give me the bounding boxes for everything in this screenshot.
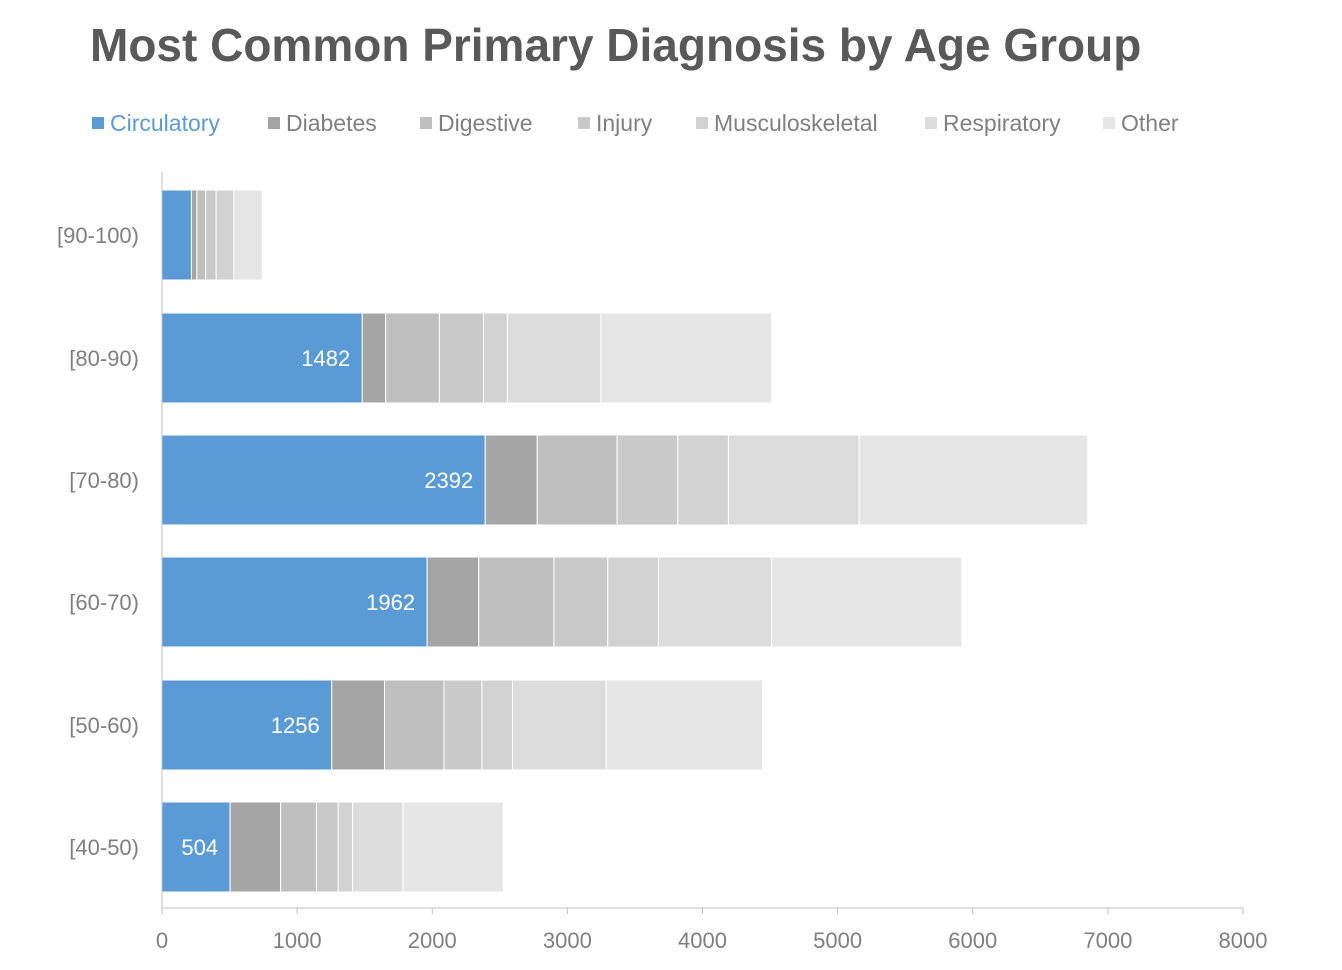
y-tick-label: [80-90) (69, 346, 139, 371)
bar-injury-1 (443, 679, 483, 771)
legend-swatch (696, 117, 708, 129)
bar-diabetes-1 (331, 679, 386, 771)
bar-injury-0 (315, 801, 339, 893)
bar-digestive-5 (196, 189, 207, 281)
bar-other-2 (771, 556, 963, 648)
legend-swatch (925, 117, 937, 129)
bar-other-3 (858, 434, 1089, 526)
chart-legend: Circulatory Diabetes Digestive Injury Muscul… (92, 108, 1292, 138)
legend-label: Musculoskeletal (714, 109, 878, 136)
bar-digestive-0 (280, 801, 317, 893)
x-tick-label: 4000 (678, 928, 727, 953)
legend-swatch (1103, 117, 1115, 129)
y-tick-label: [90-100) (57, 223, 139, 248)
bar-diabetes-3 (484, 434, 538, 526)
legend-item-respiratory[interactable]: Respiratory (925, 108, 1061, 138)
legend-item-circulatory[interactable]: Circulatory (92, 108, 220, 138)
bar-injury-3 (616, 434, 679, 526)
data-label-circulatory-0: 504 (181, 835, 218, 860)
bar-circulatory-1 (161, 679, 333, 771)
y-tick-label: [50-60) (69, 713, 139, 738)
bar-musculoskeletal-0 (337, 801, 354, 893)
data-label-circulatory-2: 1962 (366, 590, 415, 615)
bar-circulatory-3 (161, 434, 486, 526)
bar-diabetes-2 (426, 556, 480, 648)
bar-diabetes-0 (229, 801, 282, 893)
x-tick-label: 1000 (273, 928, 322, 953)
bar-diabetes-4 (361, 312, 387, 404)
bar-circulatory-2 (161, 556, 428, 648)
bar-respiratory-3 (727, 434, 860, 526)
legend-label: Respiratory (943, 109, 1061, 136)
x-tick-label: 6000 (948, 928, 997, 953)
bar-injury-2 (553, 556, 609, 648)
chart-title: Most Common Primary Diagnosis by Age Gro… (90, 19, 1142, 71)
bar-other-1 (605, 679, 763, 771)
legend-item-musculoskeletal[interactable]: Musculoskeletal (696, 108, 878, 138)
legend-item-injury[interactable]: Injury (578, 108, 652, 138)
bar-digestive-1 (384, 679, 445, 771)
bar-other-4 (600, 312, 773, 404)
bar-musculoskeletal-2 (607, 556, 659, 648)
y-tick-label: [40-50) (69, 835, 139, 860)
x-tick-label: 0 (156, 928, 168, 953)
legend-item-other[interactable]: Other (1103, 108, 1179, 138)
x-tick-label: 5000 (813, 928, 862, 953)
x-tick-label: 3000 (543, 928, 592, 953)
legend-swatch (92, 117, 104, 129)
bar-respiratory-1 (512, 679, 607, 771)
legend-label: Circulatory (110, 109, 220, 136)
bar-respiratory-0 (352, 801, 404, 893)
y-tick-label: [70-80) (69, 468, 139, 493)
legend-item-digestive[interactable]: Digestive (420, 108, 533, 138)
data-label-circulatory-4: 1482 (301, 346, 350, 371)
legend-swatch (268, 117, 280, 129)
bar-injury-5 (205, 189, 217, 281)
bar-injury-4 (438, 312, 484, 404)
bar-digestive-4 (385, 312, 440, 404)
x-tick-label: 2000 (408, 928, 457, 953)
data-label-circulatory-1: 1256 (271, 713, 320, 738)
y-tick-label: [60-70) (69, 590, 139, 615)
legend-item-diabetes[interactable]: Diabetes (268, 108, 377, 138)
bar-musculoskeletal-5 (215, 189, 235, 281)
legend-label: Injury (596, 109, 653, 136)
legend-swatch (578, 117, 590, 129)
legend-label: Other (1121, 109, 1179, 136)
bar-musculoskeletal-3 (677, 434, 729, 526)
x-tick-label: 8000 (1219, 928, 1268, 953)
bar-other-5 (233, 189, 263, 281)
legend-label: Diabetes (286, 109, 377, 136)
bar-musculoskeletal-1 (481, 679, 514, 771)
bar-digestive-3 (536, 434, 618, 526)
bar-musculoskeletal-4 (482, 312, 508, 404)
legend-swatch (420, 117, 432, 129)
bar-other-0 (402, 801, 504, 893)
x-tick-label: 7000 (1083, 928, 1132, 953)
bar-digestive-2 (478, 556, 555, 648)
bar-circulatory-5 (161, 189, 192, 281)
legend-label: Digestive (438, 109, 533, 136)
data-label-circulatory-3: 2392 (424, 468, 473, 493)
bar-respiratory-4 (506, 312, 602, 404)
bar-respiratory-2 (657, 556, 773, 648)
bar-diabetes-5 (190, 189, 198, 281)
